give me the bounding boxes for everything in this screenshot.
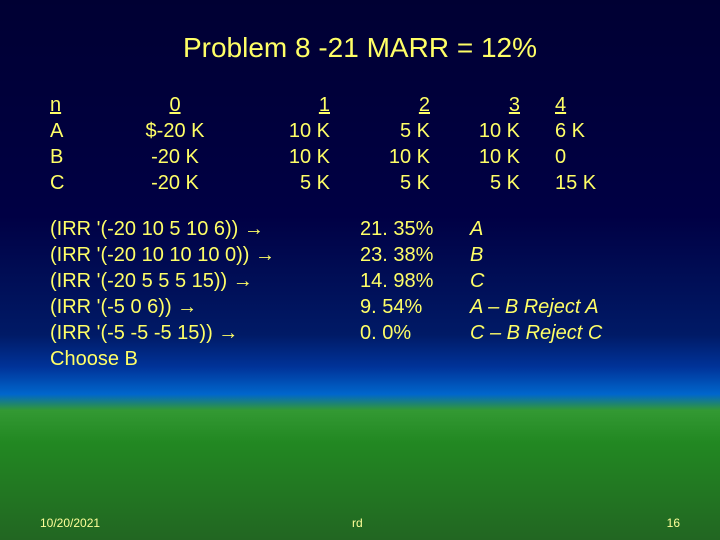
slide-title: Problem 8 -21 MARR = 12% [0, 0, 720, 64]
table-header: 4 [540, 92, 630, 118]
irr-row: (IRR '(-20 10 5 10 6)) 21. 35% A [50, 216, 670, 242]
cell: 10 K [240, 118, 360, 144]
cell: 10 K [360, 144, 450, 170]
data-table: n 0 1 2 3 4 A $-20 K 10 K 5 K 10 K 6 K B… [50, 92, 670, 196]
cell: 0 [540, 144, 630, 170]
irr-expr: (IRR '(-5 -5 -5 15)) [50, 320, 360, 346]
cell: 6 K [540, 118, 630, 144]
irr-pct: 23. 38% [360, 242, 470, 268]
irr-expr: (IRR '(-5 0 6)) [50, 294, 360, 320]
cell: 15 K [540, 170, 630, 196]
row-label: B [50, 144, 110, 170]
irr-row: (IRR '(-5 -5 -5 15)) 0. 0% C – B Reject … [50, 320, 670, 346]
irr-expr: (IRR '(-20 5 5 5 15)) [50, 268, 360, 294]
cell: -20 K [110, 170, 240, 196]
irr-label: C – B Reject C [470, 320, 670, 346]
cell: 10 K [240, 144, 360, 170]
irr-pct: 14. 98% [360, 268, 470, 294]
table-header: 2 [360, 92, 450, 118]
irr-label: A [470, 216, 670, 242]
cell: 5 K [240, 170, 360, 196]
irr-pct: 9. 54% [360, 294, 470, 320]
footer-page: 16 [667, 516, 680, 530]
irr-expr: (IRR '(-20 10 5 10 6)) [50, 216, 360, 242]
cell: -20 K [110, 144, 240, 170]
table-header: n [50, 92, 110, 118]
cell: 5 K [360, 170, 450, 196]
row-label: C [50, 170, 110, 196]
irr-label: B [470, 242, 670, 268]
irr-block: (IRR '(-20 10 5 10 6)) 21. 35% A (IRR '(… [50, 216, 670, 372]
cell: 5 K [450, 170, 540, 196]
table-header: 1 [240, 92, 360, 118]
irr-label: A – B Reject A [470, 294, 670, 320]
irr-row: (IRR '(-5 0 6)) 9. 54% A – B Reject A [50, 294, 670, 320]
slide-content: n 0 1 2 3 4 A $-20 K 10 K 5 K 10 K 6 K B… [0, 64, 720, 372]
table-header: 3 [450, 92, 540, 118]
irr-row: (IRR '(-20 5 5 5 15)) 14. 98% C [50, 268, 670, 294]
irr-expr: (IRR '(-20 10 10 10 0)) [50, 242, 360, 268]
irr-label: C [470, 268, 670, 294]
footer-rd: rd [352, 516, 363, 530]
irr-pct: 21. 35% [360, 216, 470, 242]
table-header: 0 [110, 92, 240, 118]
irr-row: (IRR '(-20 10 10 10 0)) 23. 38% B [50, 242, 670, 268]
cell: 5 K [360, 118, 450, 144]
choose-text: Choose B [50, 346, 670, 372]
cell: $-20 K [110, 118, 240, 144]
irr-pct: 0. 0% [360, 320, 470, 346]
cell: 10 K [450, 118, 540, 144]
row-label: A [50, 118, 110, 144]
footer-date: 10/20/2021 [40, 516, 100, 530]
cell: 10 K [450, 144, 540, 170]
